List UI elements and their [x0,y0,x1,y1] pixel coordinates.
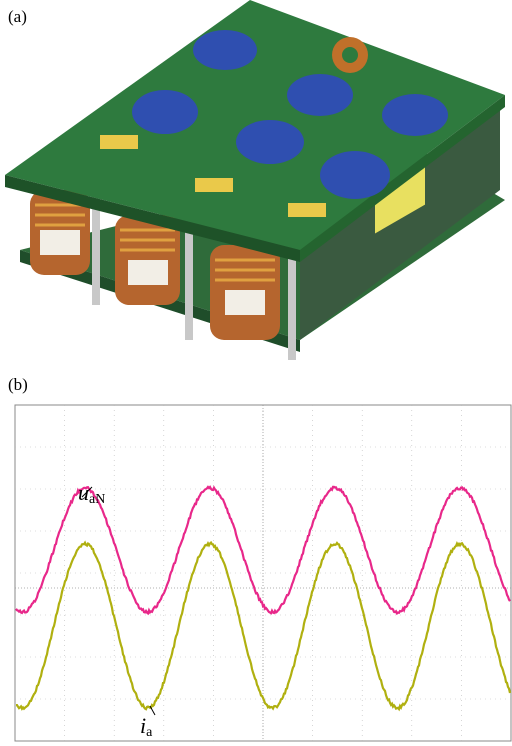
toroid-hole [342,47,358,63]
oscilloscope-screen [15,405,511,741]
current-subscript: a [146,725,153,740]
panel-label: (b) [8,375,28,394]
voltage-subscript: aN [89,492,105,507]
panel-label: (a) [8,7,27,26]
voltage-symbol: u [78,480,89,505]
converter-photo [5,0,505,360]
